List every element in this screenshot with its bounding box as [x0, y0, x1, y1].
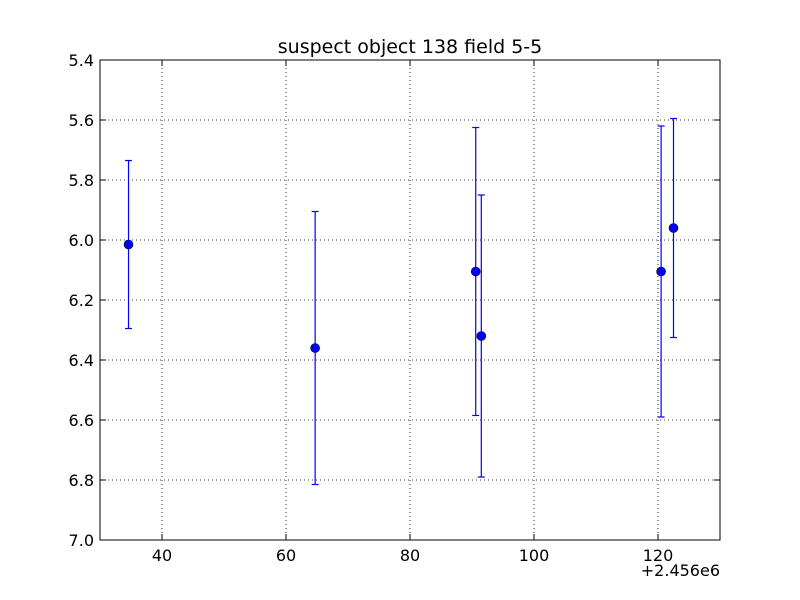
grid-lines — [100, 60, 720, 540]
x-tick-label: 40 — [152, 546, 172, 565]
x-tick-label: 100 — [519, 546, 550, 565]
data-point-group — [668, 117, 679, 339]
data-point-group — [470, 126, 481, 417]
data-point-marker — [656, 266, 666, 277]
y-tick-label: 6.8 — [69, 471, 94, 490]
x-tick-label: 60 — [276, 546, 296, 565]
x-axis-offset-label: +2.456e6 — [641, 561, 720, 580]
y-tick-label: 5.4 — [69, 51, 94, 70]
data-point-group — [656, 125, 666, 418]
data-point-marker — [123, 239, 134, 250]
y-tick-label: 6.4 — [69, 351, 94, 370]
data-point-group — [123, 159, 134, 330]
axis-ticks: 40 60 80 100 120 5.4 5.6 5.8 6.0 6.2 6.4 6.6 6.8 7.0 — [69, 51, 720, 565]
y-tick-label: 6.2 — [69, 291, 94, 310]
x-tick-label: 80 — [400, 546, 420, 565]
y-tick-label: 5.6 — [69, 111, 94, 130]
chart-title: suspect object 138 field 5-5 — [278, 36, 543, 58]
data-marks — [123, 117, 679, 486]
data-point-group — [310, 210, 320, 486]
y-tick-label: 5.8 — [69, 171, 94, 190]
x-tick-label: 120 — [643, 546, 674, 565]
y-tick-label: 6.0 — [69, 231, 94, 250]
y-tick-label: 7.0 — [69, 531, 94, 550]
data-point-marker — [476, 331, 487, 341]
data-point-marker — [310, 343, 320, 353]
data-point-marker — [470, 266, 481, 277]
data-point-marker — [668, 223, 679, 233]
y-tick-label: 6.6 — [69, 411, 94, 430]
data-point-group — [476, 194, 487, 478]
